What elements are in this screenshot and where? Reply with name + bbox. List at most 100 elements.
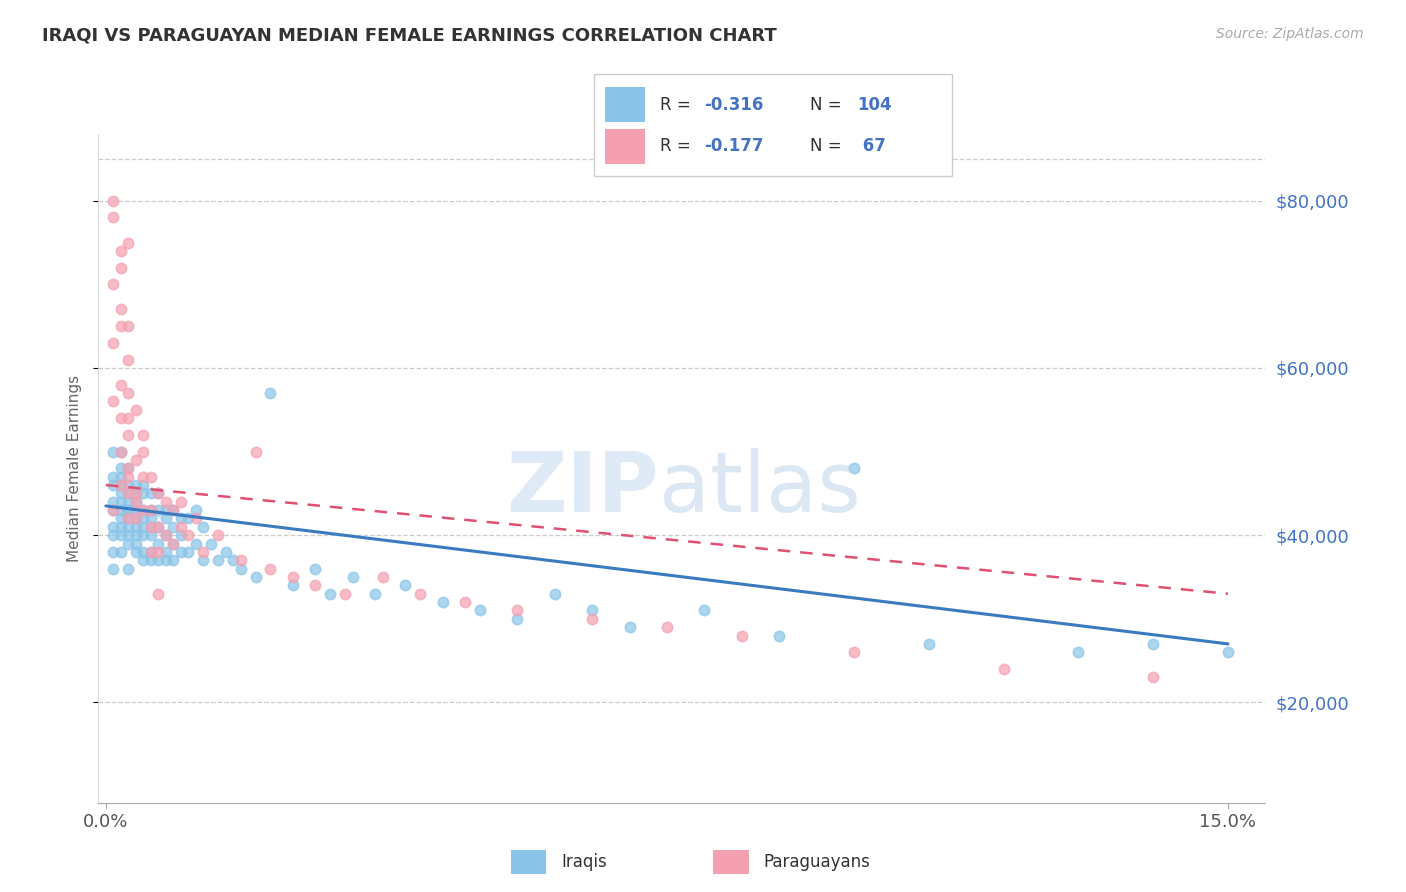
Point <box>110 528 132 542</box>
Text: 67: 67 <box>858 137 886 155</box>
Point <box>139 528 162 542</box>
Point <box>110 377 132 392</box>
Point <box>103 444 125 458</box>
Point <box>125 511 148 525</box>
Bar <box>510 850 546 874</box>
Point <box>177 545 200 559</box>
Point <box>544 587 567 601</box>
Point <box>177 511 200 525</box>
Point <box>125 453 148 467</box>
Point <box>693 603 716 617</box>
Point <box>162 503 184 517</box>
Point <box>132 528 155 542</box>
Point <box>281 570 304 584</box>
Point <box>110 444 132 458</box>
Point <box>155 545 177 559</box>
Text: IRAQI VS PARAGUAYAN MEDIAN FEMALE EARNINGS CORRELATION CHART: IRAQI VS PARAGUAYAN MEDIAN FEMALE EARNIN… <box>42 27 778 45</box>
Point <box>139 520 162 534</box>
Point <box>155 503 177 517</box>
Point <box>125 486 148 500</box>
Point <box>409 587 432 601</box>
Point <box>842 461 865 475</box>
Point <box>371 570 394 584</box>
Point <box>191 545 214 559</box>
Point <box>155 511 177 525</box>
Point <box>222 553 245 567</box>
Point <box>139 553 162 567</box>
Point <box>139 486 162 500</box>
Point <box>110 545 132 559</box>
Point <box>132 520 155 534</box>
Point <box>139 503 162 517</box>
Point <box>103 503 125 517</box>
Point <box>842 645 865 659</box>
Point <box>117 428 139 442</box>
Point <box>454 595 477 609</box>
Point <box>103 194 125 208</box>
Point <box>117 461 139 475</box>
Point <box>110 503 132 517</box>
Point <box>132 545 155 559</box>
Point <box>117 386 139 401</box>
Point <box>177 528 200 542</box>
Point <box>281 578 304 592</box>
Point <box>155 494 177 508</box>
Point <box>155 528 177 542</box>
Point <box>132 444 155 458</box>
Point <box>139 469 162 483</box>
Point <box>125 545 148 559</box>
Point <box>103 211 125 225</box>
Point <box>125 494 148 508</box>
Point <box>117 461 139 475</box>
Point <box>132 503 155 517</box>
Point <box>170 511 193 525</box>
Point <box>200 536 222 550</box>
Point <box>155 528 177 542</box>
Point <box>103 562 125 576</box>
Point <box>110 478 132 492</box>
Point <box>110 444 132 458</box>
Point <box>918 637 941 651</box>
Point <box>125 494 148 508</box>
Point <box>162 520 184 534</box>
Point <box>506 603 529 617</box>
Point <box>207 553 229 567</box>
Point <box>335 587 357 601</box>
Point <box>125 402 148 417</box>
Point <box>214 545 236 559</box>
Point <box>117 486 139 500</box>
Point <box>619 620 641 634</box>
Point <box>170 520 193 534</box>
Point <box>139 503 162 517</box>
Text: Source: ZipAtlas.com: Source: ZipAtlas.com <box>1216 27 1364 41</box>
Point <box>110 461 132 475</box>
Point <box>364 587 387 601</box>
Point <box>170 545 193 559</box>
Point <box>162 536 184 550</box>
Text: -0.177: -0.177 <box>704 137 763 155</box>
Point <box>581 612 603 626</box>
Point <box>768 629 790 643</box>
Point <box>103 277 125 292</box>
Point <box>125 503 148 517</box>
Point <box>132 469 155 483</box>
Point <box>132 503 155 517</box>
Point <box>110 520 132 534</box>
Point <box>110 469 132 483</box>
Text: ZIP: ZIP <box>506 448 658 529</box>
Point <box>117 411 139 425</box>
Point <box>125 520 148 534</box>
Point <box>117 469 139 483</box>
Point <box>148 520 170 534</box>
Point <box>148 545 170 559</box>
Point <box>117 235 139 250</box>
Point <box>125 486 148 500</box>
Point <box>103 528 125 542</box>
Point <box>1067 645 1090 659</box>
Point <box>581 603 603 617</box>
Point <box>731 629 754 643</box>
Text: N =: N = <box>810 137 846 155</box>
Point <box>132 428 155 442</box>
Point <box>304 578 326 592</box>
Point <box>125 528 148 542</box>
